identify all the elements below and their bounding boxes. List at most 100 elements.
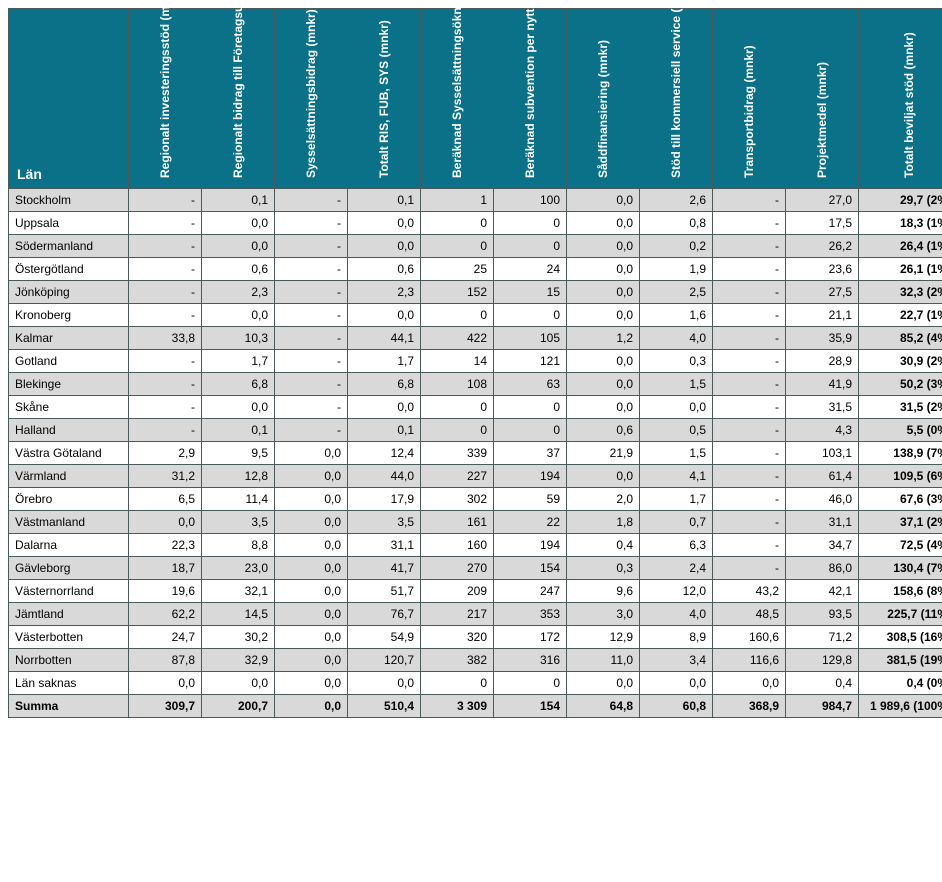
value-cell: 0,0 [202, 212, 275, 235]
value-cell: 0,6 [348, 258, 421, 281]
value-cell: 3,4 [640, 649, 713, 672]
lan-cell: Jönköping [9, 281, 129, 304]
value-cell: 6,3 [640, 534, 713, 557]
value-cell: 15 [494, 281, 567, 304]
value-cell: 27,5 [786, 281, 859, 304]
lan-cell: Västerbotten [9, 626, 129, 649]
table-row: Västmanland0,03,50,03,5161221,80,7-31,13… [9, 511, 942, 534]
table-header: LänRegionalt investeringsstöd (mnkr)Regi… [9, 9, 942, 189]
table-row: Västra Götaland2,99,50,012,43393721,91,5… [9, 442, 942, 465]
table-row: Jämtland62,214,50,076,72173533,04,048,59… [9, 603, 942, 626]
value-cell: 86,0 [786, 557, 859, 580]
value-cell: 1,6 [640, 304, 713, 327]
value-cell: 0,5 [640, 419, 713, 442]
value-cell: 4,3 [786, 419, 859, 442]
value-cell: 116,6 [713, 649, 786, 672]
value-cell: 61,4 [786, 465, 859, 488]
value-cell: 50,2 (3%) [859, 373, 942, 396]
value-cell: 32,1 [202, 580, 275, 603]
value-cell: 62,2 [129, 603, 202, 626]
value-cell: 0,0 [275, 649, 348, 672]
value-cell: 0 [494, 396, 567, 419]
value-cell: 103,1 [786, 442, 859, 465]
value-cell: 0,1 [202, 419, 275, 442]
col-header-c6: Beräknad subvention per nytt arbetsställ… [494, 9, 567, 189]
value-cell: 984,7 [786, 695, 859, 718]
value-cell: 0,0 [202, 396, 275, 419]
value-cell: 1 [421, 189, 494, 212]
value-cell: - [129, 373, 202, 396]
value-cell: 6,8 [348, 373, 421, 396]
table-row: Dalarna22,38,80,031,11601940,46,3-34,772… [9, 534, 942, 557]
value-cell: - [129, 212, 202, 235]
value-cell: 129,8 [786, 649, 859, 672]
value-cell: 105 [494, 327, 567, 350]
value-cell: 26,1 (1%) [859, 258, 942, 281]
value-cell: - [713, 442, 786, 465]
value-cell: 270 [421, 557, 494, 580]
value-cell: - [129, 189, 202, 212]
table-row: Uppsala-0,0-0,0000,00,8-17,518,3 (1%) [9, 212, 942, 235]
value-cell: 0,3 [640, 350, 713, 373]
value-cell: 11,4 [202, 488, 275, 511]
value-cell: 48,5 [713, 603, 786, 626]
table-row: Skåne-0,0-0,0000,00,0-31,531,5 (2%) [9, 396, 942, 419]
lan-cell: Kalmar [9, 327, 129, 350]
value-cell: 10,3 [202, 327, 275, 350]
table-row: Gävleborg18,723,00,041,72701540,32,4-86,… [9, 557, 942, 580]
value-cell: 6,8 [202, 373, 275, 396]
table-row: Värmland31,212,80,044,02271940,04,1-61,4… [9, 465, 942, 488]
value-cell: 26,2 [786, 235, 859, 258]
value-cell: 339 [421, 442, 494, 465]
value-cell: 0,1 [348, 419, 421, 442]
value-cell: - [275, 350, 348, 373]
value-cell: 154 [494, 557, 567, 580]
value-cell: 0,0 [275, 511, 348, 534]
value-cell: 17,9 [348, 488, 421, 511]
value-cell: 0 [421, 396, 494, 419]
value-cell: 4,0 [640, 603, 713, 626]
value-cell: 23,6 [786, 258, 859, 281]
value-cell: 18,7 [129, 557, 202, 580]
value-cell: 27,0 [786, 189, 859, 212]
col-header-c4: Totalt RIS, FUB, SYS (mnkr) [348, 9, 421, 189]
col-header-c8: Stöd till kommersiell service (mnkr) [640, 9, 713, 189]
value-cell: 0,0 [348, 672, 421, 695]
value-cell: 309,7 [129, 695, 202, 718]
value-cell: 0,4 [567, 534, 640, 557]
value-cell: 3,5 [202, 511, 275, 534]
value-cell: 382 [421, 649, 494, 672]
value-cell: 19,6 [129, 580, 202, 603]
value-cell: 0,0 [567, 212, 640, 235]
value-cell: 2,9 [129, 442, 202, 465]
regional-support-table: LänRegionalt investeringsstöd (mnkr)Regi… [8, 8, 942, 718]
value-cell: 1,8 [567, 511, 640, 534]
lan-cell: Dalarna [9, 534, 129, 557]
value-cell: 1,7 [640, 488, 713, 511]
value-cell: 9,6 [567, 580, 640, 603]
value-cell: 63 [494, 373, 567, 396]
value-cell: 0,0 [275, 603, 348, 626]
value-cell: 31,1 [348, 534, 421, 557]
value-cell: 41,9 [786, 373, 859, 396]
col-header-c3: Sysselsättningsbidrag (mnkr) [275, 9, 348, 189]
value-cell: 0 [421, 304, 494, 327]
value-cell: 4,1 [640, 465, 713, 488]
value-cell: 2,3 [202, 281, 275, 304]
value-cell: 152 [421, 281, 494, 304]
lan-cell: Västernorrland [9, 580, 129, 603]
value-cell: 24,7 [129, 626, 202, 649]
value-cell: 0,0 [567, 396, 640, 419]
value-cell: 32,9 [202, 649, 275, 672]
value-cell: 172 [494, 626, 567, 649]
value-cell: 0,0 [348, 212, 421, 235]
value-cell: 2,6 [640, 189, 713, 212]
value-cell: 21,9 [567, 442, 640, 465]
col-header-c10: Projektmedel (mnkr) [786, 9, 859, 189]
value-cell: 0,0 [567, 235, 640, 258]
value-cell: 30,9 (2%) [859, 350, 942, 373]
value-cell: 29,7 (2%) [859, 189, 942, 212]
value-cell: 1 989,6 (100%) [859, 695, 942, 718]
value-cell: 217 [421, 603, 494, 626]
value-cell: 21,1 [786, 304, 859, 327]
